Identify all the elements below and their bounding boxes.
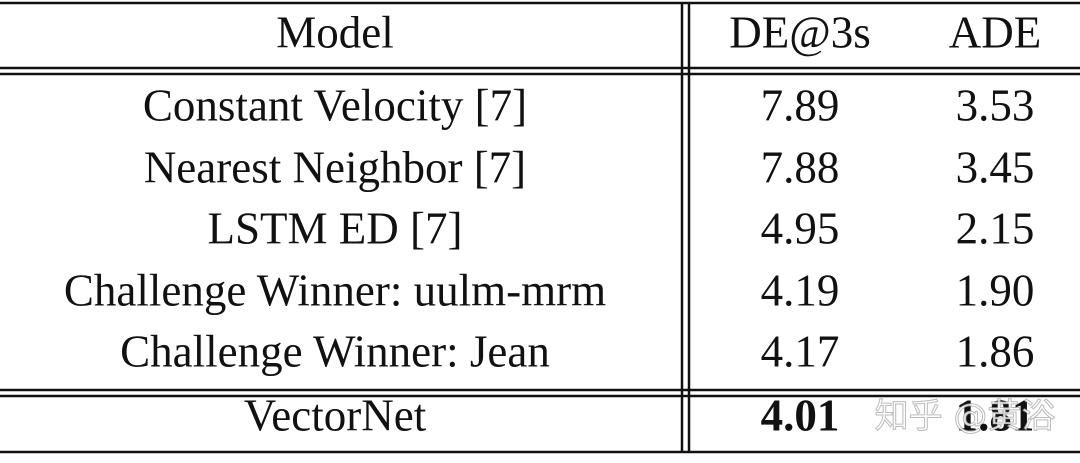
- table-cell: Challenge Winner: uulm-mrm: [64, 265, 606, 315]
- table-cell: Challenge Winner: Jean: [120, 326, 550, 376]
- cells: Model DE@3s ADE Constant Velocity [7] 7.89 3.…: [64, 7, 1041, 440]
- header-cell: DE@3s: [729, 7, 870, 57]
- table-cell: 4.19: [761, 265, 840, 315]
- table-cell: Nearest Neighbor [7]: [144, 142, 526, 192]
- table-cell: LSTM ED [7]: [208, 203, 463, 253]
- table-cell: 4.01: [761, 390, 840, 440]
- table-cell: 3.45: [956, 142, 1035, 192]
- table-cell: 1.81: [956, 390, 1035, 440]
- table-cell: 2.15: [956, 203, 1035, 253]
- table-cell: 7.89: [761, 80, 840, 130]
- table-cell: 7.88: [761, 142, 840, 192]
- table-cell: 3.53: [956, 80, 1035, 130]
- table-cell: 1.90: [956, 265, 1035, 315]
- header-cell: ADE: [949, 7, 1041, 57]
- table-cell: 4.17: [761, 326, 840, 376]
- watermark: 知乎 @黄浴: [875, 397, 1056, 437]
- header-cell: Model: [276, 7, 394, 57]
- table-cell: 1.86: [956, 326, 1035, 376]
- table-cell: Constant Velocity [7]: [143, 80, 527, 130]
- table-cell: 4.95: [761, 203, 840, 253]
- table-cell: VectorNet: [244, 390, 427, 440]
